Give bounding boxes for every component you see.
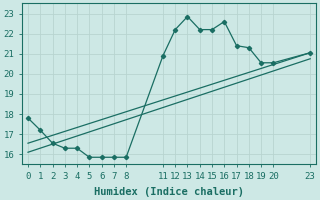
X-axis label: Humidex (Indice chaleur): Humidex (Indice chaleur) [94, 186, 244, 197]
